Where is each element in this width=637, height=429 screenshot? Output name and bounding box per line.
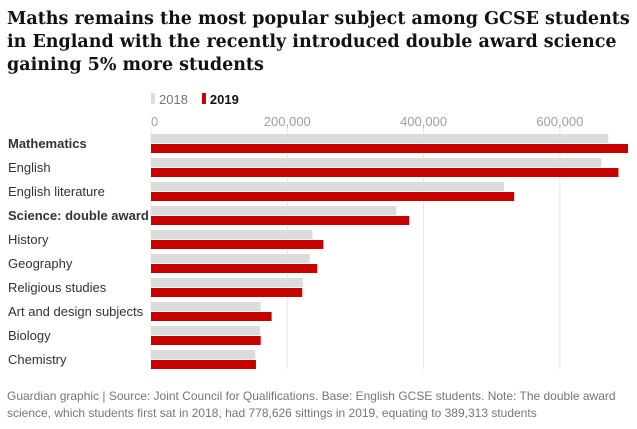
category-labels: Mathematics English English literature Scie… (8, 136, 149, 367)
category-label: Science: double award (8, 208, 149, 223)
bar-2019 (151, 192, 515, 201)
category-label: Biology (8, 328, 51, 343)
x-tick-label: 0 (151, 114, 158, 129)
category-label: History (8, 232, 49, 247)
bar-2018 (151, 206, 397, 215)
bar-2018 (151, 302, 261, 311)
bar-2018 (151, 350, 256, 359)
category-label: English literature (8, 184, 105, 199)
bar-2019 (151, 216, 410, 225)
bar-2019 (151, 168, 619, 177)
bar-2019 (151, 312, 272, 321)
legend-swatch-2019 (201, 93, 206, 104)
legend-label-2019: 2019 (210, 92, 239, 107)
legend-swatch-2018 (151, 93, 155, 104)
category-label: Chemistry (8, 352, 67, 367)
category-label: Geography (8, 256, 73, 271)
bar-2019 (151, 360, 256, 369)
bar-2018 (151, 326, 261, 335)
legend-label-2018: 2018 (159, 92, 188, 107)
bars (151, 134, 628, 369)
bar-2018 (151, 182, 504, 191)
source-note: Guardian graphic | Source: Joint Council… (7, 389, 616, 420)
bar-chart: 2018 2019 0 200,000 400,000 600,000 Mathemat… (8, 92, 628, 369)
category-label: English (8, 160, 51, 175)
legend: 2018 2019 (151, 92, 239, 107)
category-label: Art and design subjects (8, 304, 144, 319)
chart-title: Maths remains the most popular subject a… (7, 9, 630, 75)
category-label: Religious studies (8, 280, 107, 295)
bar-2019 (151, 240, 324, 249)
category-label: Mathematics (8, 136, 87, 151)
x-tick-label: 400,000 (400, 114, 447, 129)
x-tick-label: 600,000 (536, 114, 583, 129)
bar-2018 (151, 158, 602, 167)
bar-2018 (151, 254, 310, 263)
bar-2019 (151, 144, 628, 153)
x-tick-label: 200,000 (264, 114, 311, 129)
bar-2018 (151, 134, 609, 143)
bar-2018 (151, 278, 303, 287)
bar-2019 (151, 336, 261, 345)
x-axis-ticks: 0 200,000 400,000 600,000 (151, 114, 583, 129)
bar-2019 (151, 288, 303, 297)
bar-2018 (151, 230, 313, 239)
bar-2019 (151, 264, 318, 273)
